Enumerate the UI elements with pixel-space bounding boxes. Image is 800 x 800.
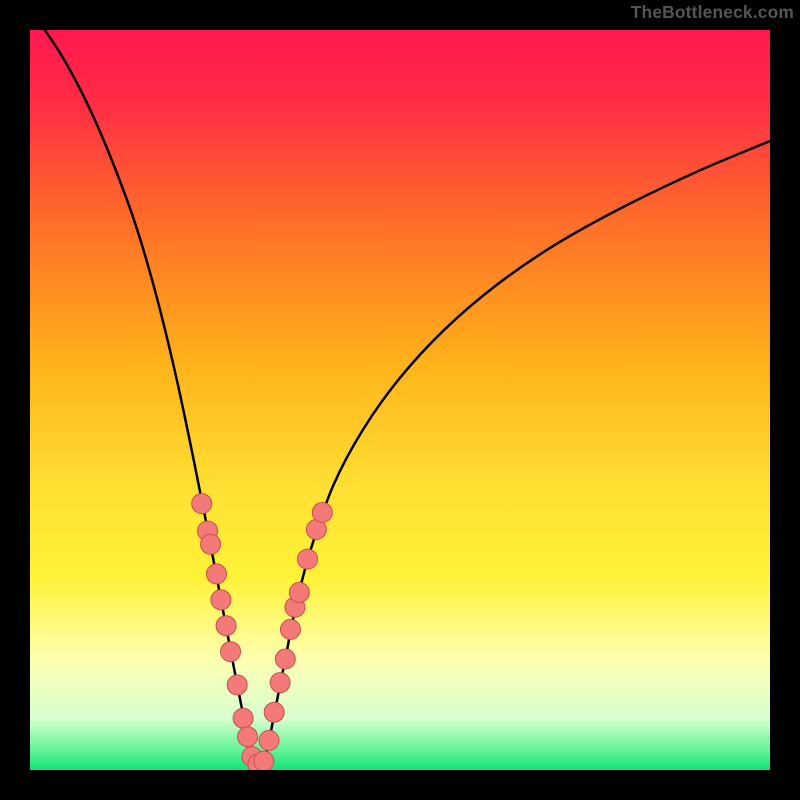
data-marker: [280, 619, 300, 639]
chart-canvas: TheBottleneck.com: [0, 0, 800, 800]
data-marker: [201, 534, 221, 554]
data-marker: [233, 708, 253, 728]
data-marker: [259, 730, 279, 750]
data-marker: [227, 675, 247, 695]
data-marker: [221, 642, 241, 662]
data-marker: [298, 549, 318, 569]
data-marker: [312, 502, 332, 522]
data-marker: [254, 751, 274, 771]
chart-background: [30, 30, 770, 770]
data-marker: [264, 702, 284, 722]
data-marker: [238, 727, 258, 747]
bottleneck-chart: [0, 0, 800, 800]
data-marker: [216, 616, 236, 636]
data-marker: [192, 494, 212, 514]
data-marker: [211, 590, 231, 610]
data-marker: [206, 564, 226, 584]
watermark-text: TheBottleneck.com: [631, 2, 794, 23]
data-marker: [275, 649, 295, 669]
data-marker: [270, 673, 290, 693]
data-marker: [289, 582, 309, 602]
